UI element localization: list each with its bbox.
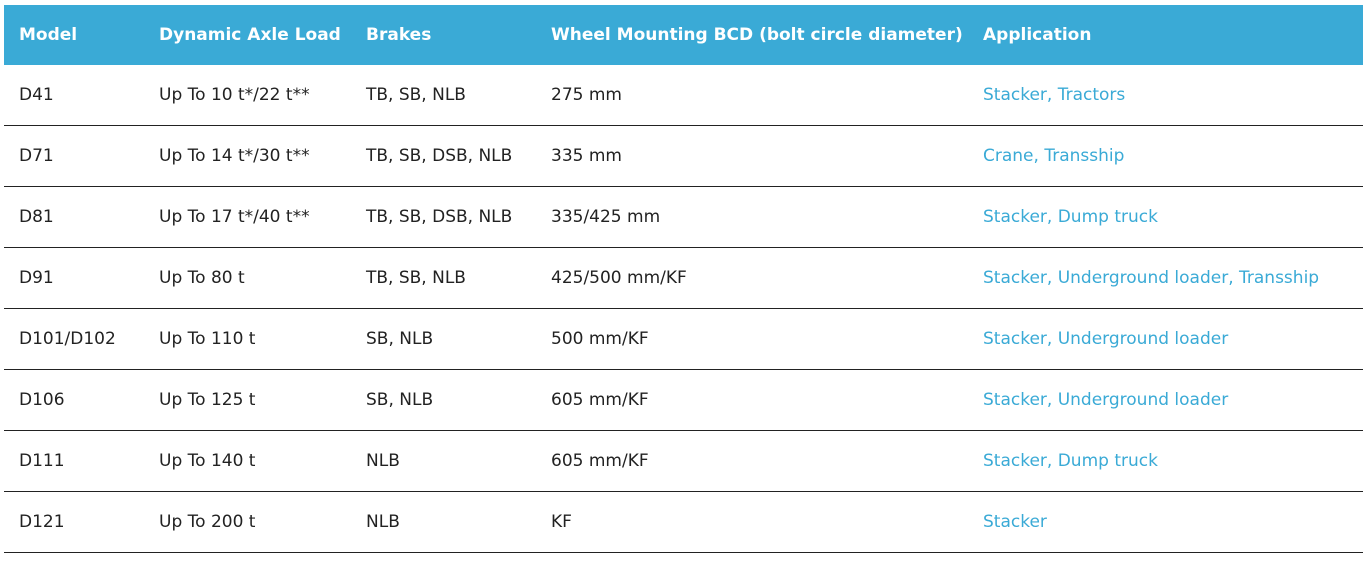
- table-cell: SB, NLB: [351, 369, 536, 431]
- header-cell: Dynamic Axle Load: [144, 5, 351, 65]
- table-cell: Up To 10 t*/22 t**: [144, 65, 351, 126]
- header-cell: Brakes: [351, 5, 536, 65]
- table-row: D81 Up To 17 t*/40 t** TB, SB, DSB, NLB 335…: [4, 186, 1363, 248]
- application-link[interactable]: Stacker, Underground loader: [968, 369, 1363, 431]
- application-link[interactable]: Stacker, Underground loader, Transship: [968, 247, 1363, 309]
- table-row: D111 Up To 140 t NLB 605 mm/KF Stacker, Dump…: [4, 430, 1363, 492]
- table-cell: Up To 110 t: [144, 308, 351, 370]
- table-cell: Up To 14 t*/30 t**: [144, 125, 351, 187]
- header-cell: Wheel Mounting BCD (bolt circle diameter…: [536, 5, 968, 65]
- table-body: D41 Up To 10 t*/22 t** TB, SB, NLB 275 mm St…: [4, 65, 1363, 553]
- table-row: D121 Up To 200 t NLB KF Stacker: [4, 491, 1363, 553]
- table-row: D106 Up To 125 t SB, NLB 605 mm/KF Stacker, …: [4, 369, 1363, 431]
- table-cell: 605 mm/KF: [536, 430, 968, 492]
- table-cell: 335/425 mm: [536, 186, 968, 248]
- table-cell: D81: [4, 186, 144, 248]
- table-cell: D41: [4, 65, 144, 126]
- table-cell: D111: [4, 430, 144, 492]
- table-cell: Up To 140 t: [144, 430, 351, 492]
- table-cell: D121: [4, 491, 144, 553]
- table-cell: 275 mm: [536, 65, 968, 126]
- table-cell: D106: [4, 369, 144, 431]
- table-cell: Up To 80 t: [144, 247, 351, 309]
- table-cell: 335 mm: [536, 125, 968, 187]
- table-cell: D101/D102: [4, 308, 144, 370]
- table-cell: KF: [536, 491, 968, 553]
- application-link[interactable]: Stacker, Dump truck: [968, 430, 1363, 492]
- header-row: Model Dynamic Axle Load Brakes Wheel Mounti…: [4, 5, 1363, 65]
- table-cell: 605 mm/KF: [536, 369, 968, 431]
- table-cell: D71: [4, 125, 144, 187]
- table-cell: TB, SB, NLB: [351, 65, 536, 126]
- application-link[interactable]: Stacker, Underground loader: [968, 308, 1363, 370]
- table-row: D91 Up To 80 t TB, SB, NLB 425/500 mm/KF Sta…: [4, 247, 1363, 309]
- table-cell: TB, SB, DSB, NLB: [351, 186, 536, 248]
- table-row: D71 Up To 14 t*/30 t** TB, SB, DSB, NLB 335…: [4, 125, 1363, 187]
- table-cell: NLB: [351, 430, 536, 492]
- application-link[interactable]: Crane, Transship: [968, 125, 1363, 187]
- table-cell: D91: [4, 247, 144, 309]
- table-cell: SB, NLB: [351, 308, 536, 370]
- header-cell: Model: [4, 5, 144, 65]
- application-link[interactable]: Stacker, Dump truck: [968, 186, 1363, 248]
- table-cell: 425/500 mm/KF: [536, 247, 968, 309]
- table-row: D41 Up To 10 t*/22 t** TB, SB, NLB 275 mm St…: [4, 65, 1363, 126]
- table-cell: Up To 17 t*/40 t**: [144, 186, 351, 248]
- table-row: D101/D102 Up To 110 t SB, NLB 500 mm/KF Stac…: [4, 308, 1363, 370]
- table-cell: TB, SB, DSB, NLB: [351, 125, 536, 187]
- application-link[interactable]: Stacker: [968, 491, 1363, 553]
- spec-table: Model Dynamic Axle Load Brakes Wheel Mounti…: [4, 5, 1363, 553]
- table-cell: Up To 125 t: [144, 369, 351, 431]
- header-cell: Application: [968, 5, 1363, 65]
- table-cell: Up To 200 t: [144, 491, 351, 553]
- table-cell: 500 mm/KF: [536, 308, 968, 370]
- table-cell: TB, SB, NLB: [351, 247, 536, 309]
- table-cell: NLB: [351, 491, 536, 553]
- application-link[interactable]: Stacker, Tractors: [968, 65, 1363, 126]
